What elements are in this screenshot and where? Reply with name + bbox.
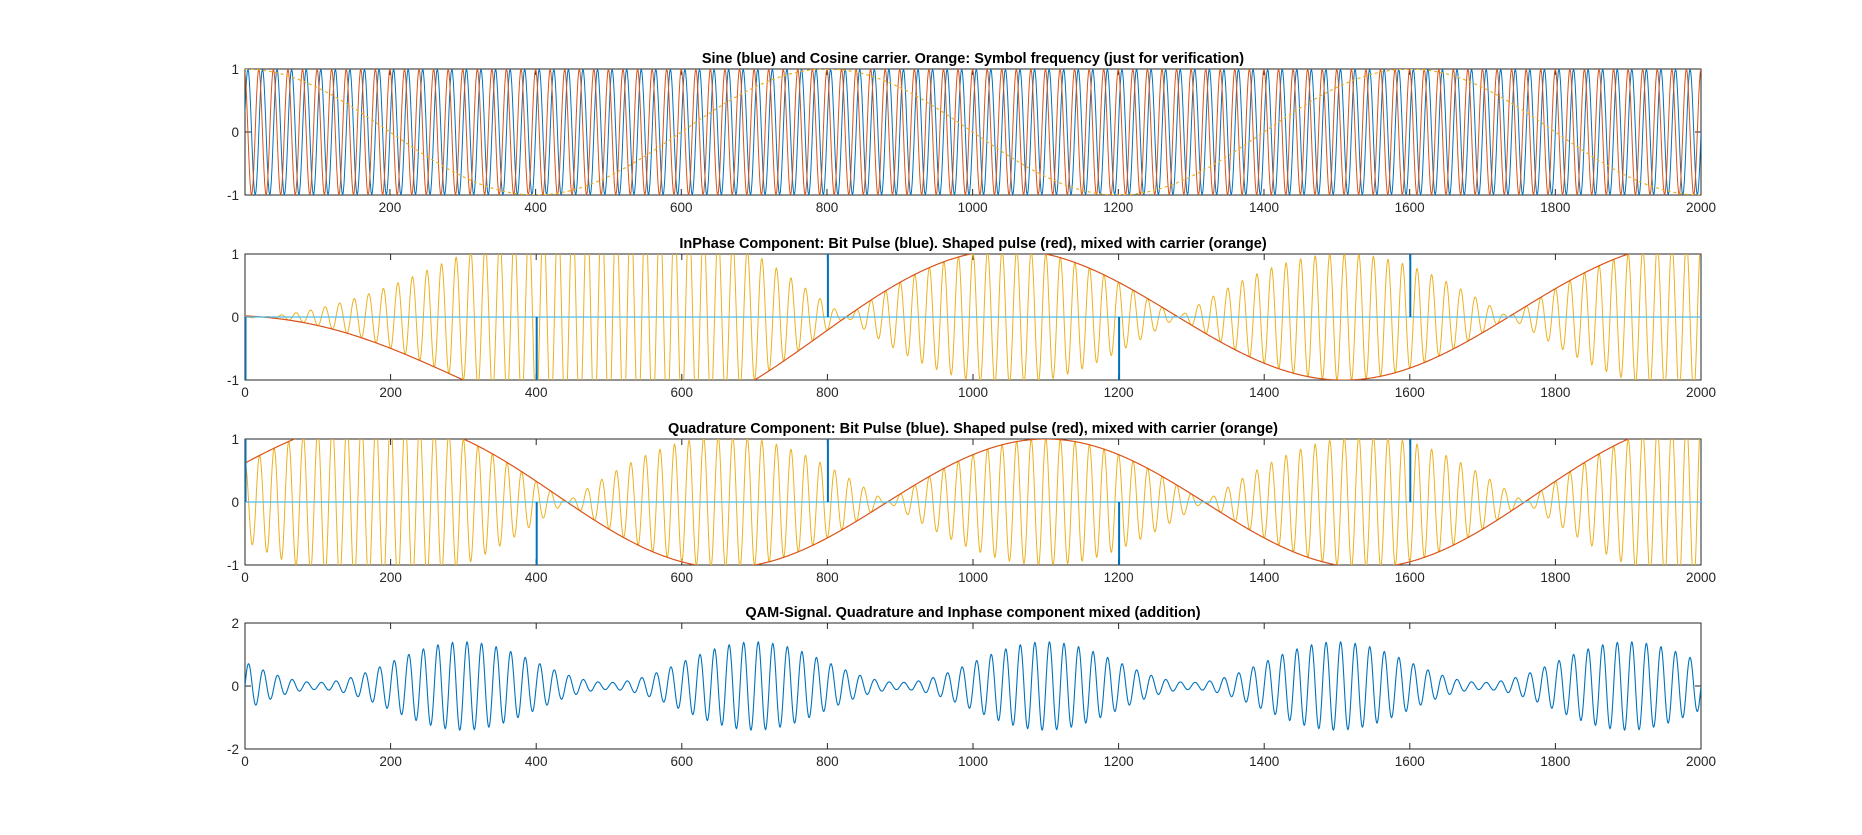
x-tick-label: 400 xyxy=(525,754,548,769)
subplot-4: QAM-Signal. Quadrature and Inphase compo… xyxy=(227,605,1716,769)
x-tick-label: 600 xyxy=(670,200,693,215)
y-tick-label: 1 xyxy=(231,62,239,77)
x-tick-label: 200 xyxy=(379,200,402,215)
x-tick-label: 400 xyxy=(525,385,548,400)
y-tick-label: -2 xyxy=(227,742,239,757)
x-tick-label: 1000 xyxy=(958,570,988,585)
y-tick-label: 0 xyxy=(231,310,239,325)
x-tick-label: 1000 xyxy=(958,385,988,400)
x-tick-label: 800 xyxy=(816,570,839,585)
y-tick-label: -1 xyxy=(227,188,239,203)
x-tick-label: 1600 xyxy=(1395,200,1425,215)
x-tick-label: 1800 xyxy=(1540,200,1570,215)
subplot-title: Quadrature Component: Bit Pulse (blue). … xyxy=(668,421,1278,437)
x-tick-label: 400 xyxy=(524,200,547,215)
x-tick-label: 2000 xyxy=(1686,200,1716,215)
x-tick-label: 200 xyxy=(379,385,402,400)
x-tick-label: 1600 xyxy=(1395,754,1425,769)
plot-area xyxy=(245,439,1701,565)
x-tick-label: 600 xyxy=(671,570,694,585)
y-tick-label: 2 xyxy=(231,616,239,631)
x-tick-label: 0 xyxy=(241,385,249,400)
y-tick-label: -1 xyxy=(227,373,239,388)
x-tick-label: 1200 xyxy=(1103,200,1133,215)
y-tick-label: 0 xyxy=(231,679,239,694)
shaped-pulse-series xyxy=(245,254,1631,380)
subplot-2: InPhase Component: Bit Pulse (blue). Sha… xyxy=(227,236,1716,400)
y-tick-label: 1 xyxy=(231,432,239,447)
subplot-title: Sine (blue) and Cosine carrier. Orange: … xyxy=(702,51,1244,67)
x-tick-label: 1400 xyxy=(1249,754,1279,769)
x-tick-label: 200 xyxy=(379,570,402,585)
x-tick-label: 800 xyxy=(816,200,839,215)
y-tick-label: 0 xyxy=(231,495,239,510)
shaped-pulse-series xyxy=(245,439,1630,565)
x-tick-label: 1200 xyxy=(1104,385,1134,400)
x-tick-label: 1800 xyxy=(1540,385,1570,400)
x-tick-label: 600 xyxy=(671,754,694,769)
plot-area xyxy=(245,69,1701,195)
x-tick-label: 1200 xyxy=(1104,570,1134,585)
x-tick-label: 2000 xyxy=(1686,385,1716,400)
x-tick-label: 800 xyxy=(816,385,839,400)
x-tick-label: 1000 xyxy=(958,200,988,215)
x-tick-label: 1600 xyxy=(1395,570,1425,585)
x-tick-label: 0 xyxy=(241,570,249,585)
x-tick-label: 200 xyxy=(379,754,402,769)
modulated-carrier-series xyxy=(245,254,1701,380)
x-tick-label: 800 xyxy=(816,754,839,769)
sine-carrier-series xyxy=(245,69,1701,195)
x-tick-label: 400 xyxy=(525,570,548,585)
x-tick-label: 0 xyxy=(241,754,249,769)
x-tick-label: 2000 xyxy=(1686,754,1716,769)
x-tick-label: 2000 xyxy=(1686,570,1716,585)
qam-signal-series xyxy=(245,640,1701,732)
x-tick-label: 1400 xyxy=(1249,385,1279,400)
x-tick-label: 1000 xyxy=(958,754,988,769)
symbol-frequency-series xyxy=(245,69,1701,195)
x-tick-label: 1400 xyxy=(1249,200,1279,215)
subplot-3: Quadrature Component: Bit Pulse (blue). … xyxy=(227,421,1716,585)
plot-area xyxy=(245,254,1701,380)
x-tick-label: 600 xyxy=(671,385,694,400)
x-tick-label: 1800 xyxy=(1540,570,1570,585)
x-tick-label: 1800 xyxy=(1540,754,1570,769)
x-tick-label: 1600 xyxy=(1395,385,1425,400)
subplot-title: InPhase Component: Bit Pulse (blue). Sha… xyxy=(679,236,1267,252)
plot-area xyxy=(245,640,1701,732)
x-tick-label: 1200 xyxy=(1104,754,1134,769)
y-tick-label: 1 xyxy=(231,247,239,262)
y-tick-label: 0 xyxy=(231,125,239,140)
y-tick-label: -1 xyxy=(227,558,239,573)
subplot-title: QAM-Signal. Quadrature and Inphase compo… xyxy=(745,605,1200,621)
subplot-1: Sine (blue) and Cosine carrier. Orange: … xyxy=(227,51,1716,215)
cosine-carrier-series xyxy=(245,69,1701,195)
x-tick-label: 1400 xyxy=(1249,570,1279,585)
